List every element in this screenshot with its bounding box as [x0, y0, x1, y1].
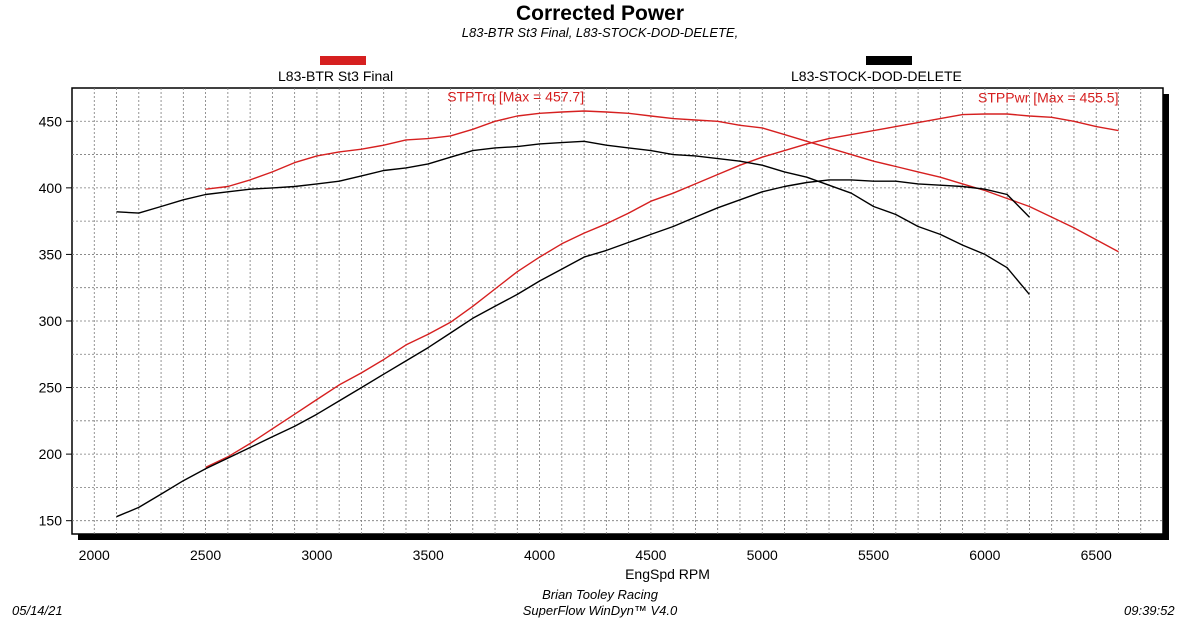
annotation-label-1: STPPwr [Max = 455.5] [978, 90, 1118, 106]
legend-label-btr: L83-BTR St3 Final [278, 68, 394, 84]
legend-swatch-stock [866, 56, 912, 65]
series-line-0 [205, 110, 1119, 253]
footer-date: 05/14/21 [12, 603, 63, 618]
plot-frame [71, 87, 1164, 535]
series-line-1 [205, 113, 1119, 469]
x-tick-label: 3000 [301, 547, 332, 563]
y-tick-label: 150 [39, 513, 63, 529]
x-tick-label: 2000 [79, 547, 110, 563]
footer-software: SuperFlow WinDyn™ V4.0 [522, 603, 678, 618]
y-tick-label: 350 [39, 246, 63, 262]
y-tick-label: 400 [39, 180, 63, 196]
legend-swatch-btr [320, 56, 366, 65]
chart-title: Corrected Power [515, 2, 685, 25]
series-line-3 [116, 179, 1030, 518]
x-tick-label: 4000 [524, 547, 555, 563]
series-line-2 [116, 140, 1030, 295]
x-tick-label: 3500 [413, 547, 444, 563]
footer-time: 09:39:52 [1124, 603, 1175, 618]
x-axis-label: EngSpd RPM [625, 566, 710, 582]
x-tick-label: 6500 [1081, 547, 1112, 563]
legend-label-stock: L83-STOCK-DOD-DELETE [791, 68, 962, 84]
x-tick-label: 5000 [747, 547, 778, 563]
x-tick-label: 6000 [969, 547, 1000, 563]
x-tick-label: 4500 [635, 547, 666, 563]
chart-subtitle: L83-BTR St3 Final, L83-STOCK-DOD-DELETE, [461, 25, 739, 40]
x-tick-label: 2500 [190, 547, 221, 563]
y-tick-label: 300 [39, 313, 63, 329]
y-tick-label: 200 [39, 446, 63, 462]
x-tick-label: 5500 [858, 547, 889, 563]
annotation-label-0: STPTrq [Max = 457.7] [447, 88, 584, 104]
footer-company: Brian Tooley Racing [542, 587, 658, 602]
y-tick-label: 450 [39, 113, 63, 129]
y-tick-label: 250 [39, 380, 63, 396]
